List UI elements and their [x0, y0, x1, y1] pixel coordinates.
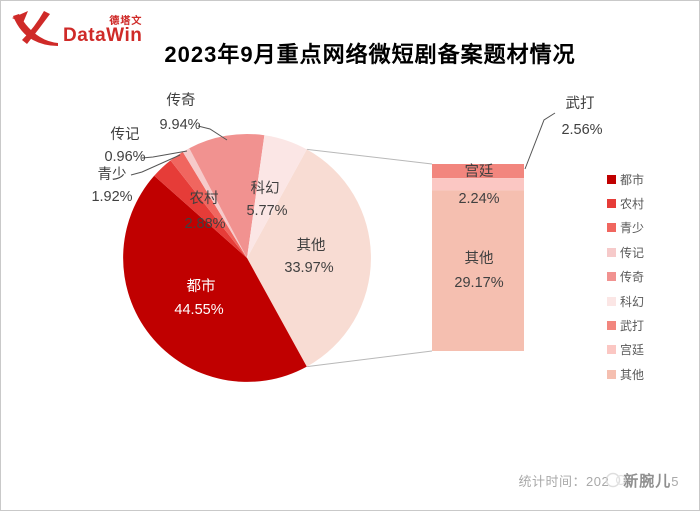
legend-label: 传记: [620, 245, 645, 260]
logo-brand-en: DataWin: [63, 25, 143, 46]
legend-swatch: [607, 174, 616, 184]
pie-slice-5: [247, 135, 307, 258]
bar-segment-1: [432, 178, 524, 191]
legend-label: 传奇: [620, 270, 645, 285]
watermark-text: 新腕儿: [623, 473, 672, 490]
bar-label-2-value: 29.17%: [454, 275, 503, 291]
legend-item: 科幻: [607, 289, 644, 313]
pie-slice-4: [189, 133, 265, 258]
bar-label-0-leader-line: [524, 112, 556, 170]
pie-label-1-value: 2.88%: [184, 216, 225, 232]
legend-label: 青少: [620, 221, 645, 236]
legend-item: 宫廷: [607, 338, 644, 362]
legend-swatch: [607, 247, 616, 257]
watermark-logo-icon: [606, 472, 627, 488]
pie-label-3-leader-line: [141, 150, 188, 159]
legend-swatch: [607, 272, 616, 282]
legend-label: 科幻: [620, 294, 645, 309]
legend-item: 农村: [607, 191, 644, 215]
pie-label-2-leader-line: [130, 154, 181, 176]
stat-time-suffix: 5: [671, 474, 679, 489]
pie-label-2-value: 1.92%: [91, 189, 132, 205]
legend-item: 都市: [607, 167, 644, 191]
pie-slice-2: [170, 151, 247, 258]
pie-label-4-leader-line: [197, 125, 228, 141]
datawin-logo: 德塔文 DataWin: [11, 9, 142, 51]
legend-item: 青少: [607, 216, 644, 240]
datawin-logo-mark: [12, 11, 58, 46]
legend-swatch: [607, 223, 616, 233]
legend-swatch: [607, 321, 616, 331]
bar-segment-0: [432, 164, 524, 179]
pie-bar-connector-top: [306, 148, 433, 165]
bar-label-2-name: 其他: [465, 250, 494, 267]
legend-label: 武打: [620, 319, 645, 334]
bar-label-0-value: 2.56%: [561, 122, 602, 138]
pie-label-1-name: 农村: [190, 190, 219, 207]
pie-label-5-value: 5.77%: [246, 203, 287, 219]
footer: 统计时间：202 新腕儿 5: [519, 468, 679, 491]
bar-segment-2: [432, 190, 524, 351]
legend-item: 传记: [607, 240, 644, 264]
watermark: 新腕儿: [605, 468, 671, 491]
logo-text: 德塔文 DataWin: [63, 9, 142, 51]
legend-swatch: [607, 199, 616, 209]
stat-time-label: 统计时间：202: [518, 474, 610, 489]
page-title: 2023年9月重点网络微短剧备案题材情况: [164, 42, 576, 67]
legend-label: 农村: [620, 197, 645, 212]
bar-label-0-name: 武打: [566, 95, 595, 112]
pie-slice-1: [154, 160, 247, 258]
pie-label-0-name: 都市: [187, 278, 216, 295]
legend-swatch: [607, 345, 616, 355]
legend-label: 都市: [620, 172, 645, 187]
pie-label-4-value: 9.94%: [159, 117, 200, 133]
bar-label-1-name: 宫廷: [465, 163, 494, 180]
legend-item: 武打: [607, 313, 644, 337]
pie-slice-3: [182, 148, 247, 258]
legend-swatch: [607, 296, 616, 306]
logo-brand-cn: 德塔文: [109, 16, 143, 27]
pie-label-5-name: 科幻: [251, 180, 280, 197]
legend-label: 宫廷: [620, 343, 645, 358]
pie-label-2-name: 青少: [98, 166, 127, 183]
pie-label-3-name: 传记: [111, 126, 140, 143]
legend-item: 传奇: [607, 265, 644, 289]
pie-label-0-value: 44.55%: [174, 302, 223, 318]
legend-label: 其他: [620, 367, 645, 382]
chart-legend: 都市农村青少传记传奇科幻武打宫廷其他: [607, 167, 644, 387]
pie-label-3-value: 0.96%: [104, 149, 145, 165]
legend-item: 其他: [607, 362, 644, 386]
pie-bar-connector-bottom: [306, 350, 433, 368]
pie-label-4-name: 传奇: [167, 92, 196, 109]
pie-label-6-name: 其他: [297, 237, 326, 254]
pie-label-6-value: 33.97%: [284, 260, 333, 276]
legend-swatch: [607, 369, 616, 379]
pie-slice-6: [247, 149, 371, 367]
pie-slice-0: [123, 175, 307, 382]
bar-label-1-value: 2.24%: [458, 191, 499, 207]
